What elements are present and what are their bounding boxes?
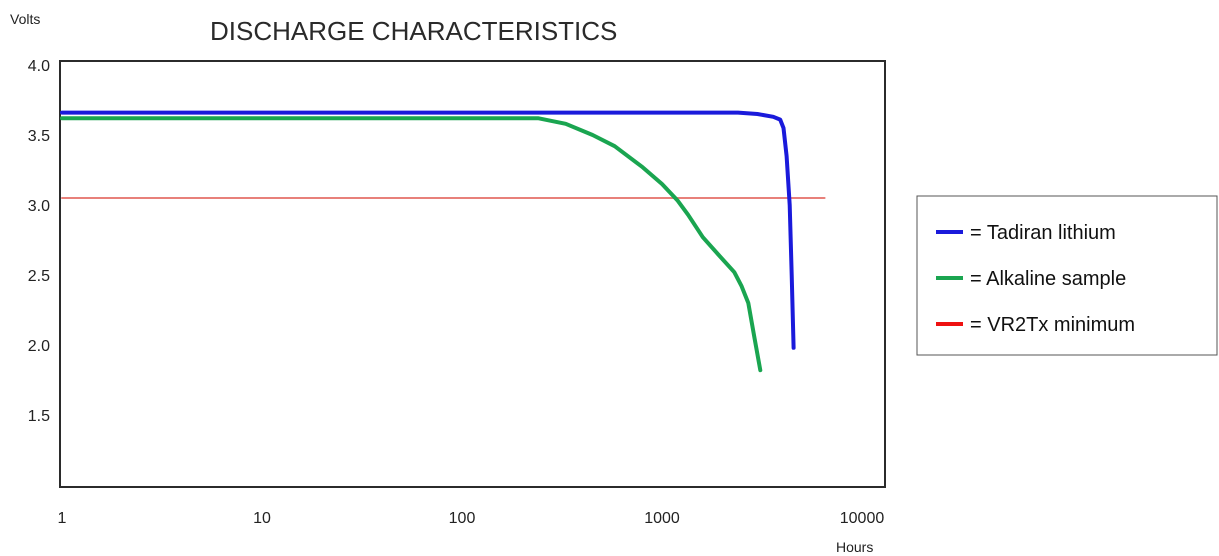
legend-label: = Alkaline sample — [970, 268, 1126, 290]
plot-frame — [59, 60, 886, 488]
x-tick-label: 1000 — [644, 510, 680, 527]
x-tick-label: 1 — [58, 510, 67, 527]
y-tick-label: 2.5 — [28, 268, 50, 285]
chart-title: DISCHARGE CHARACTERISTICS — [210, 16, 617, 46]
y-tick-label: 1.5 — [28, 408, 50, 425]
series-lines — [60, 110, 826, 373]
series-line-alkaline-sample — [60, 116, 763, 373]
legend: = Tadiran lithium = Alkaline sample = VR2T… — [936, 222, 1135, 336]
y-tick-label: 2.0 — [28, 338, 50, 355]
y-tick-label: 3.0 — [28, 198, 50, 215]
legend-label: = Tadiran lithium — [970, 222, 1116, 244]
series-line-tadiran-lithium — [60, 110, 796, 350]
y-axis-label: Volts — [10, 11, 40, 27]
x-tick-label: 100 — [449, 510, 476, 527]
x-axis-label: Hours — [836, 539, 873, 555]
x-tick-label: 10000 — [840, 510, 885, 527]
x-tick-label: 10 — [253, 510, 271, 527]
y-tick-label: 4.0 — [28, 58, 50, 75]
legend-label: = VR2Tx minimum — [970, 314, 1135, 336]
legend-box — [916, 195, 1218, 356]
y-tick-label: 3.5 — [28, 128, 50, 145]
y-tick-labels: 4.0 3.5 3.0 2.5 2.0 1.5 — [28, 58, 50, 425]
x-tick-labels: 1 10 100 1000 10000 — [58, 510, 885, 527]
